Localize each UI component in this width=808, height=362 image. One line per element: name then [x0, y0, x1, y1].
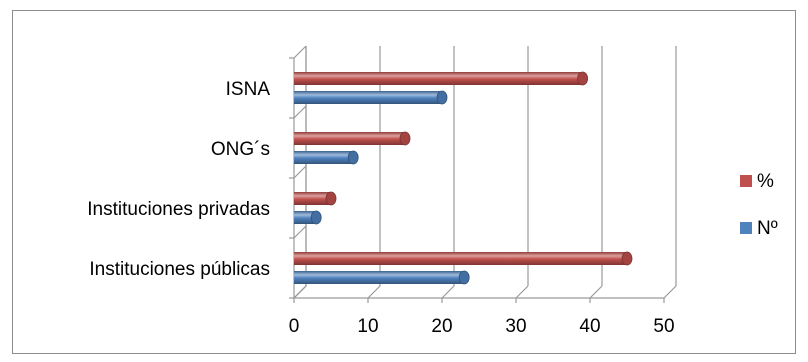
category-label: ONG´s	[211, 139, 270, 160]
bar-end-cap	[347, 150, 359, 165]
bar-end-cap	[621, 251, 633, 266]
category-label: ISNA	[226, 79, 271, 100]
x-tick-label: 10	[357, 316, 378, 337]
wall-divider	[293, 45, 307, 59]
gridline-floor	[441, 285, 455, 299]
wall-divider	[293, 105, 307, 119]
bar-end-cap	[577, 71, 588, 86]
wall-divider	[293, 165, 307, 179]
wall-divider	[293, 225, 307, 239]
bar-n	[294, 211, 317, 224]
bar-n	[294, 271, 465, 284]
bar-n	[294, 91, 442, 104]
legend-label: %	[757, 171, 774, 192]
category-label: Instituciones públicas	[89, 259, 270, 280]
x-tick-label: 40	[579, 316, 600, 337]
bar-end-cap	[458, 270, 470, 285]
x-tick-label: 20	[431, 316, 452, 337]
bar-end-cap	[436, 90, 448, 105]
category-label: Instituciones privadas	[87, 199, 270, 220]
x-tick-label: 50	[653, 316, 674, 337]
legend-label: Nº	[757, 218, 778, 239]
bar-pct	[294, 252, 627, 265]
gridline-floor	[367, 285, 381, 299]
bar-pct	[294, 72, 583, 85]
wall-divider	[293, 285, 307, 299]
gridline-floor	[663, 285, 677, 299]
legend-swatch	[740, 175, 752, 187]
bar-pct	[294, 192, 331, 205]
gridline-floor	[515, 285, 529, 299]
bar-end-cap	[325, 191, 337, 206]
bar-n	[294, 151, 354, 164]
x-tick-label: 30	[505, 316, 526, 337]
x-tick-label: 0	[289, 316, 300, 337]
bar-pct	[294, 132, 405, 145]
gridline-floor	[589, 285, 603, 299]
bar-end-cap	[399, 131, 411, 146]
legend-swatch	[740, 222, 752, 234]
bar-end-cap	[310, 210, 322, 225]
